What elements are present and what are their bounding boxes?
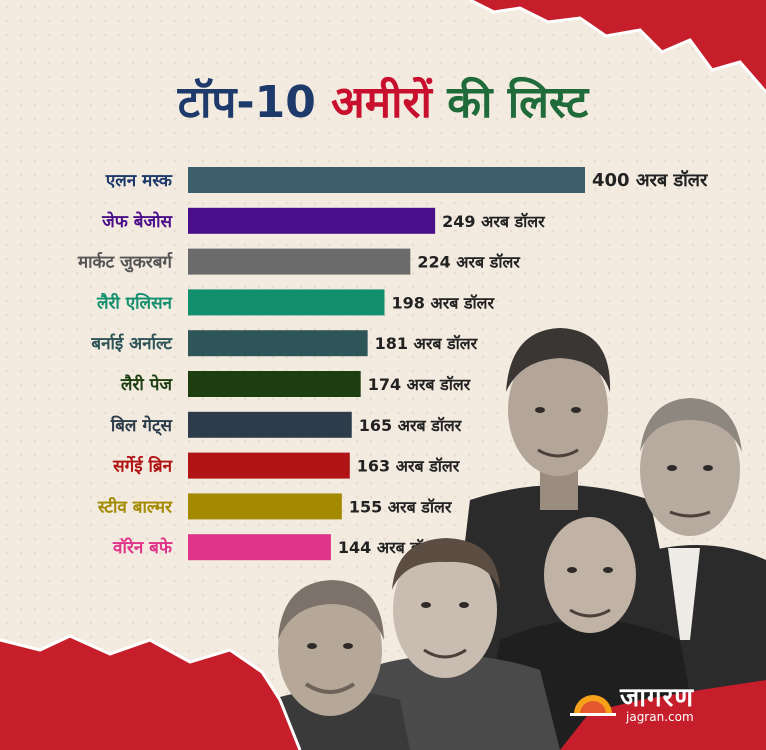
- bar: [188, 411, 352, 438]
- category-label: जेफ बेजोस: [101, 211, 173, 232]
- bar: [188, 493, 342, 520]
- bar: [188, 248, 411, 275]
- bar: [188, 330, 368, 357]
- value-label: 400 अरब डॉलर: [592, 169, 708, 191]
- page-title: टॉप-10 अमीरों की लिस्ट: [0, 70, 766, 130]
- value-label: 181 अरब डॉलर: [375, 334, 479, 353]
- category-label: बर्नाई अर्नाल्ट: [90, 333, 173, 354]
- value-label: 198 अरब डॉलर: [392, 293, 496, 312]
- category-label: बिल गेट्स: [110, 415, 174, 436]
- title-part-2: अमीरों: [331, 77, 432, 128]
- title-part-1: टॉप-10: [177, 77, 316, 128]
- category-label: मार्कट जुकरबर्ग: [77, 252, 173, 273]
- value-label: 163 अरब डॉलर: [357, 457, 461, 476]
- bar: [188, 167, 585, 193]
- bar: [188, 371, 361, 397]
- jagran-logo[interactable]: जागरण jagran.com: [570, 676, 740, 732]
- category-label: वॉरेन बफे: [112, 537, 173, 558]
- logo-wordmark: जागरण: [620, 683, 695, 713]
- value-label: 224 अरब डॉलर: [417, 253, 521, 272]
- value-label: 155 अरब डॉलर: [349, 497, 453, 516]
- category-label: एलन मस्क: [105, 171, 173, 191]
- category-label: लैरी एलिसन: [96, 292, 173, 313]
- logo-url: jagran.com: [626, 710, 694, 724]
- bar: [188, 289, 385, 316]
- value-label: 249 अरब डॉलर: [442, 212, 546, 231]
- bar: [188, 534, 331, 561]
- value-label: 174 अरब डॉलर: [368, 375, 472, 394]
- category-label: लैरी पेज: [120, 374, 173, 395]
- category-label: स्टीव बाल्मर: [97, 496, 173, 517]
- bar: [188, 207, 436, 234]
- category-label: सर्गेई ब्रिन: [112, 456, 172, 477]
- value-label: 165 अरब डॉलर: [359, 416, 463, 435]
- bar: [188, 452, 350, 479]
- sun-logo-icon: [570, 695, 616, 716]
- title-part-3: की लिस्ट: [447, 77, 589, 128]
